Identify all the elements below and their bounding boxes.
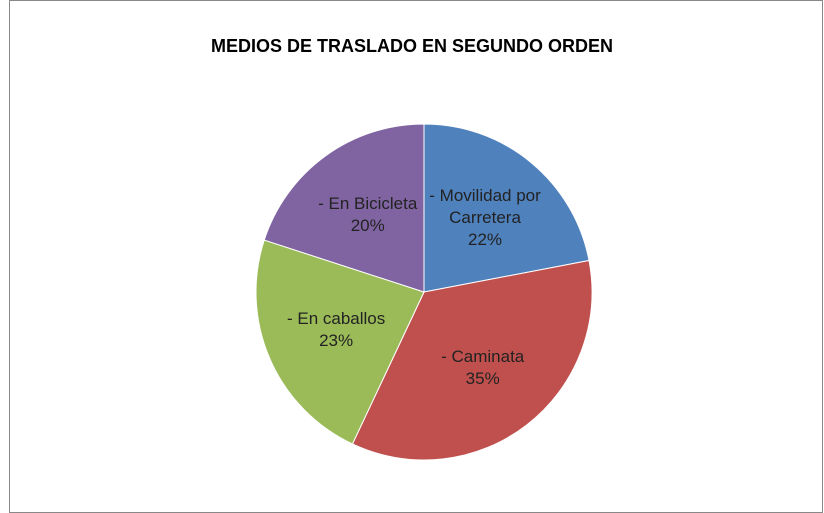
pie-slice <box>351 259 593 461</box>
category-label: - En Bicicleta <box>318 193 418 213</box>
category-label: - En caballos <box>286 309 386 329</box>
slice-label: - Caminata 35% <box>423 346 543 390</box>
slice-label: - En caballos 23% <box>276 308 396 352</box>
slice-label: - En Bicicleta 20% <box>308 193 428 237</box>
pie-slice <box>255 239 425 445</box>
value-label: 22% <box>468 230 503 250</box>
pie-slice <box>423 123 590 293</box>
value-label: 20% <box>350 215 385 235</box>
value-label: 23% <box>319 331 354 351</box>
pie-slice <box>263 123 425 293</box>
category-label: - Caminata <box>441 346 525 366</box>
chart-title: MEDIOS DE TRASLADO EN SEGUNDO ORDEN <box>210 36 614 56</box>
value-label: 35% <box>465 368 500 388</box>
category-label: - Movilidad por Carretera <box>429 186 541 228</box>
slice-label: - Movilidad por Carretera 22% <box>425 185 545 251</box>
